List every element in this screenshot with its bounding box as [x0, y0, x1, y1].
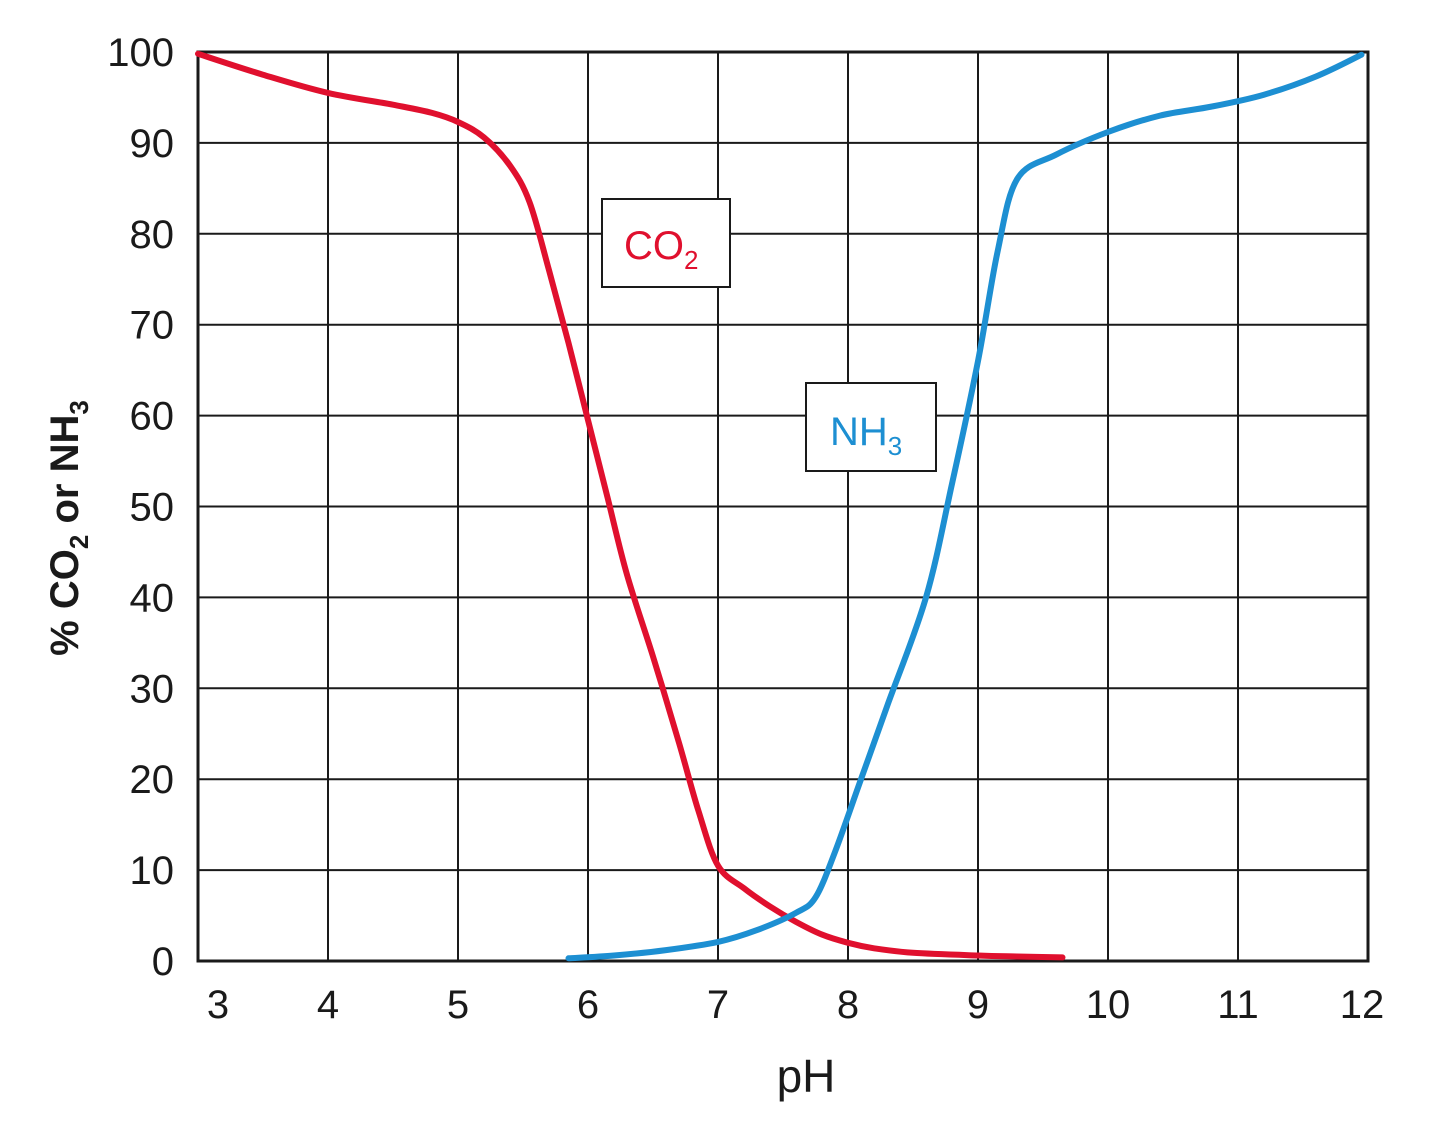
- co2-label-sub: 2: [684, 245, 698, 275]
- series-line-co2: [195, 50, 1066, 961]
- y-axis-title-sub-3: 3: [64, 400, 94, 414]
- x-axis-title: pH: [777, 1050, 836, 1102]
- y-tick-label-60: 60: [130, 395, 175, 439]
- x-tick-label-7: 7: [707, 983, 729, 1027]
- co2-label-main: CO: [624, 224, 684, 268]
- x-tick-label-4: 4: [317, 983, 339, 1027]
- y-tick-label-100: 100: [107, 31, 174, 75]
- y-axis-title-sub-2: 2: [64, 535, 94, 549]
- plot-frame: [196, 50, 1370, 963]
- co2-label-frame: [601, 198, 731, 288]
- x-tick-label-11: 11: [1217, 983, 1259, 1027]
- nh3-label-main: NH: [830, 410, 888, 454]
- x-tick-labels: 3 4 5 6 7 8 9 10 11 12: [207, 983, 1384, 1027]
- y-tick-label-70: 70: [130, 304, 175, 348]
- nh3-label-sub: 3: [888, 431, 902, 461]
- plot-border: [196, 50, 1370, 963]
- y-tick-label-80: 80: [130, 213, 175, 257]
- x-tick-label-6: 6: [577, 983, 599, 1027]
- x-tick-label-9: 9: [967, 983, 989, 1027]
- y-axis-title-main: % CO: [43, 549, 87, 656]
- x-tick-label-10: 10: [1086, 983, 1131, 1027]
- y-tick-label-0: 0: [152, 940, 174, 984]
- y-tick-label-20: 20: [130, 758, 175, 802]
- y-tick-label-10: 10: [130, 849, 175, 893]
- series-lines: [195, 50, 1365, 962]
- x-tick-label-12: 12: [1340, 983, 1385, 1027]
- y-tick-label-90: 90: [130, 122, 175, 166]
- nh3-series-label: NH3: [805, 382, 937, 472]
- y-tick-label-40: 40: [130, 576, 175, 620]
- y-tick-labels: 0 10 20 30 40 50 60 70 80 90 100: [107, 31, 174, 984]
- nh3-label-text: NH3: [830, 410, 902, 461]
- y-axis-title-mid: or NH: [43, 415, 87, 535]
- x-tick-label-8: 8: [837, 983, 859, 1027]
- co2-label-text: CO2: [624, 224, 698, 275]
- x-tick-label-3: 3: [207, 983, 229, 1027]
- series-line-nh3: [565, 51, 1365, 962]
- y-axis-title: % CO2 or NH3: [43, 400, 94, 656]
- co2-series-label: CO2: [601, 198, 731, 288]
- nh3-label-frame: [805, 382, 937, 472]
- y-tick-label-30: 30: [130, 667, 175, 711]
- x-tick-label-5: 5: [447, 983, 469, 1027]
- y-tick-label-50: 50: [130, 486, 175, 530]
